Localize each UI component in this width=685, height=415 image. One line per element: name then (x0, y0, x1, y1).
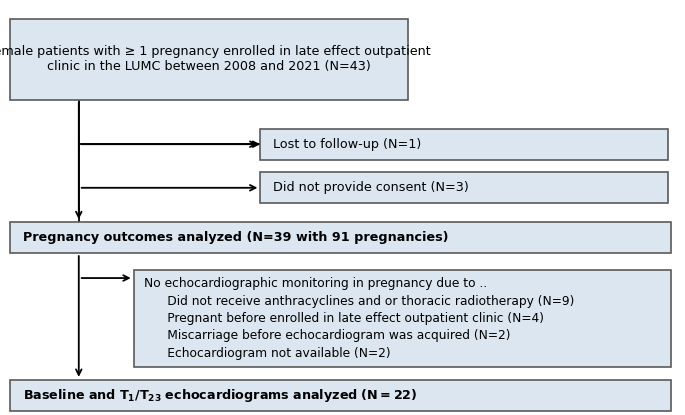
FancyBboxPatch shape (134, 270, 671, 367)
FancyBboxPatch shape (10, 19, 408, 100)
Text: Lost to follow-up (N=1): Lost to follow-up (N=1) (273, 138, 421, 151)
Text: Miscarriage before echocardiogram was acquired (N=2): Miscarriage before echocardiogram was ac… (144, 330, 510, 342)
Text: No echocardiographic monitoring in pregnancy due to ..: No echocardiographic monitoring in pregn… (144, 277, 487, 290)
Text: Pregnancy outcomes analyzed (N=39 with 91 pregnancies): Pregnancy outcomes analyzed (N=39 with 9… (23, 231, 448, 244)
FancyBboxPatch shape (260, 129, 668, 160)
FancyBboxPatch shape (10, 222, 671, 253)
Text: Echocardiogram not available (N=2): Echocardiogram not available (N=2) (144, 347, 390, 360)
FancyBboxPatch shape (260, 172, 668, 203)
Text: Did not provide consent (N=3): Did not provide consent (N=3) (273, 181, 469, 194)
FancyBboxPatch shape (10, 380, 671, 411)
Text: $\bf{Baseline\ and\ T_1/T_{23}\ echocardiograms\ analyzed\ (N=22)}$: $\bf{Baseline\ and\ T_1/T_{23}\ echocard… (23, 387, 417, 404)
Text: Female patients with ≥ 1 pregnancy enrolled in late effect outpatient
clinic in : Female patients with ≥ 1 pregnancy enrol… (0, 45, 431, 73)
Text: Did not receive anthracyclines and or thoracic radiotherapy (N=9): Did not receive anthracyclines and or th… (144, 295, 574, 308)
Text: Pregnant before enrolled in late effect outpatient clinic (N=4): Pregnant before enrolled in late effect … (144, 312, 544, 325)
